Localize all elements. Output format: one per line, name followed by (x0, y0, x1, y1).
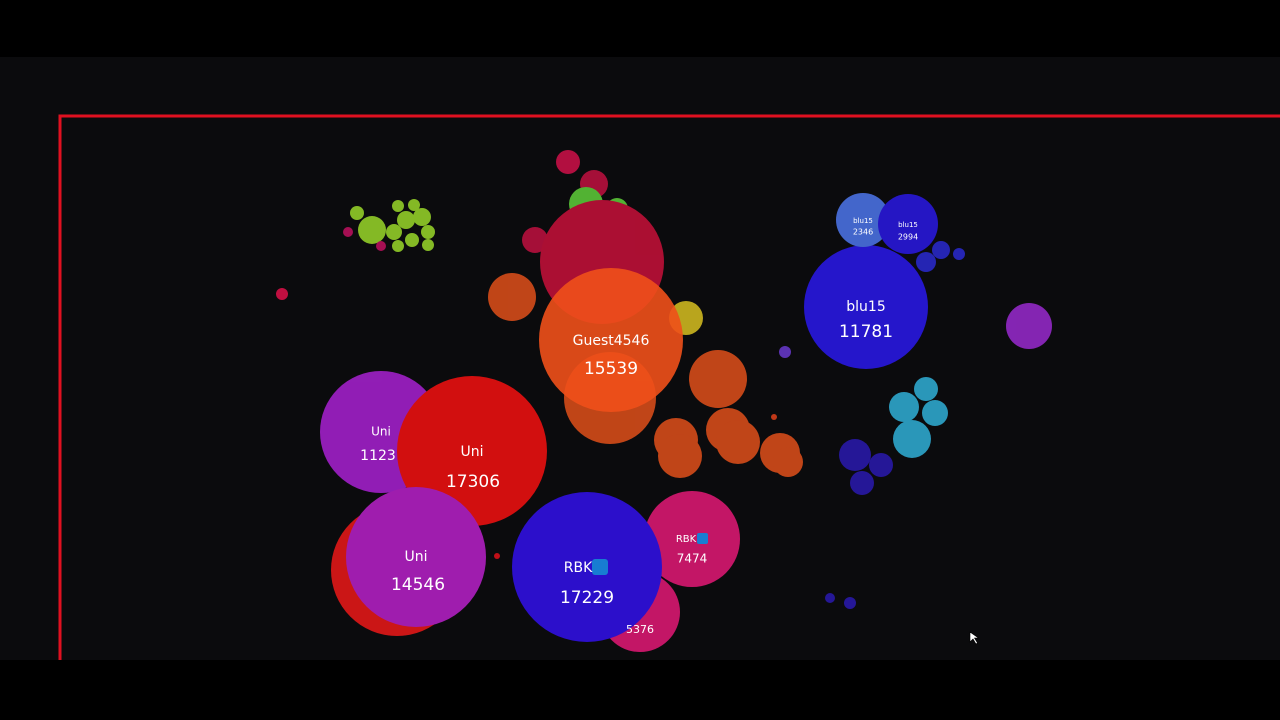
cell-mass: 7474 (677, 552, 708, 566)
cell-mass: 15539 (584, 359, 638, 379)
cell-name: Uni (371, 425, 391, 439)
cell-mass: 17229 (560, 588, 614, 608)
cell-name: blu15 (846, 299, 885, 315)
cell-name: RBK (564, 560, 593, 576)
cell (836, 193, 890, 247)
map-border (58, 114, 1280, 660)
cell-mass: 14546 (391, 575, 445, 595)
cell-mass: 5376 (626, 623, 654, 636)
cell-mass: 2346 (853, 228, 873, 237)
badge-icon (592, 559, 608, 575)
mouse-cursor (969, 631, 980, 645)
cell (878, 194, 938, 254)
cell (512, 492, 662, 642)
cell-mass: 17306 (446, 472, 500, 492)
badge-icon (697, 533, 708, 544)
cell-mass: 1123 (360, 448, 396, 464)
cell (644, 491, 740, 587)
cell-name: blu15 (898, 221, 918, 229)
cell (804, 245, 928, 369)
cell (397, 376, 547, 526)
cell (539, 268, 683, 412)
cell-name: Uni (404, 549, 427, 565)
cell-name: Guest4546 (573, 333, 650, 349)
cell-labels: Guest4546 15539 blu15 11781 blu15 2346 b… (360, 217, 918, 636)
cell-name: blu15 (853, 217, 873, 225)
player-cells (320, 193, 938, 652)
cell (346, 487, 486, 627)
cell-name: Uni (460, 444, 483, 460)
cell-mass: 2994 (898, 233, 918, 242)
cell-mass: 11781 (839, 322, 893, 342)
cell-name: RBK (676, 534, 697, 545)
